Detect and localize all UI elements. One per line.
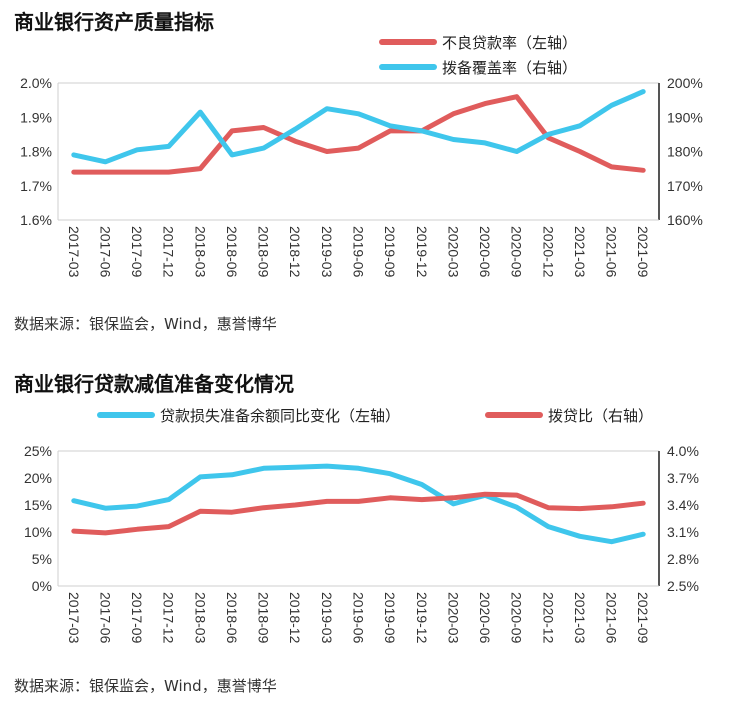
x-tick-label: 2020-06 [477,226,493,278]
x-tick-label: 2017-03 [66,226,82,278]
left-tick-label: 2.0% [20,75,52,91]
x-tick-label: 2017-12 [161,592,177,644]
right-tick-label: 160% [667,212,703,228]
left-tick-label: 1.6% [20,212,52,228]
left-tick-label: 15% [24,497,52,513]
right-tick-label: 170% [667,178,703,194]
right-tick-label: 180% [667,144,703,160]
x-tick-label: 2017-03 [66,592,82,644]
legend-label-2: 拨备覆盖率（右轴） [442,59,577,77]
left-tick-label: 1.8% [20,144,52,160]
left-tick-label: 20% [24,470,52,486]
x-tick-label: 2021-03 [572,592,588,644]
x-tick-label: 2018-09 [256,226,272,278]
left-tick-label: 1.9% [20,109,52,125]
x-tick-label: 2017-12 [161,226,177,278]
x-tick-label: 2020-03 [445,226,461,278]
x-tick-label: 2019-12 [414,226,430,278]
x-tick-label: 2021-03 [572,226,588,278]
x-tick-label: 2019-03 [319,592,335,644]
x-tick-label: 2018-12 [287,592,303,644]
chart2-svg: 0% 5% 10% 15% 20% 25% 2.5% 2.8% 3.1% 3.4% 3.7% 4.0%… [24,407,699,644]
x-tick-label: 2018-06 [224,592,240,644]
x-tick-label: 2021-09 [635,592,651,644]
x-tick-label: 2019-06 [351,226,367,278]
x-tick-label: 2019-03 [319,226,335,278]
x-tick-label: 2019-09 [382,592,398,644]
x-tick-label: 2019-06 [351,592,367,644]
right-tick-label: 3.4% [667,497,699,513]
left-tick-label: 1.7% [20,178,52,194]
series-line-2 [71,491,646,536]
x-tick-label: 2018-03 [192,592,208,644]
right-tick-label: 190% [667,109,703,125]
right-tick-label: 2.8% [667,551,699,567]
legend-label-1: 不良贷款率（左轴） [442,34,577,52]
x-tick-label: 2018-03 [192,226,208,278]
x-tick-label: 2018-06 [224,226,240,278]
left-tick-label: 25% [24,443,52,459]
legend-label-1: 贷款损失准备余额同比变化（左轴） [160,407,400,425]
legend-label-2: 拨贷比（右轴） [548,407,653,425]
left-tick-label: 5% [32,551,52,567]
x-tick-label: 2017-09 [129,592,145,644]
series-line-1 [71,463,646,545]
right-tick-label: 4.0% [667,443,699,459]
x-tick-label: 2021-06 [604,226,620,278]
x-tick-label: 2020-12 [540,592,556,644]
x-tick-label: 2019-12 [414,592,430,644]
chart2-title: 商业银行贷款减值准备变化情况 [14,372,294,396]
right-tick-label: 3.1% [667,524,699,540]
chart1-source: 数据来源：银保监会，Wind，惠誉博华 [14,315,277,333]
chart2-source: 数据来源：银保监会，Wind，惠誉博华 [14,677,277,695]
x-tick-label: 2017-09 [129,226,145,278]
x-tick-label: 2018-12 [287,226,303,278]
x-tick-label: 2017-06 [97,226,113,278]
right-tick-label: 2.5% [667,578,699,594]
right-tick-label: 3.7% [667,470,699,486]
x-tick-label: 2021-09 [635,226,651,278]
x-tick-label: 2020-09 [509,226,525,278]
series-line-2 [71,89,646,165]
x-tick-label: 2021-06 [604,592,620,644]
left-tick-label: 10% [24,524,52,540]
series-line-1 [71,94,646,175]
x-tick-label: 2020-09 [509,592,525,644]
right-tick-label: 200% [667,75,703,91]
chart1-title: 商业银行资产质量指标 [14,10,214,34]
chart1-svg: 1.6% 1.7% 1.8% 1.9% 2.0% 160% 170% 180% 190% 200%… [20,34,703,278]
x-tick-label: 2019-09 [382,226,398,278]
x-tick-label: 2018-09 [256,592,272,644]
x-tick-label: 2020-06 [477,592,493,644]
x-tick-label: 2017-06 [97,592,113,644]
x-tick-label: 2020-03 [445,592,461,644]
left-tick-label: 0% [32,578,52,594]
x-tick-label: 2020-12 [540,226,556,278]
